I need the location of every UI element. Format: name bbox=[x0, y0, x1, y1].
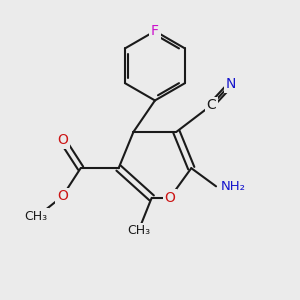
Text: F: F bbox=[151, 24, 159, 38]
Text: C: C bbox=[206, 98, 216, 112]
Text: O: O bbox=[164, 191, 175, 205]
Text: O: O bbox=[57, 189, 68, 203]
Text: CH₃: CH₃ bbox=[127, 224, 150, 237]
Text: O: O bbox=[57, 133, 68, 147]
Text: N: N bbox=[226, 77, 236, 91]
Text: NH₂: NH₂ bbox=[221, 180, 246, 193]
Text: CH₃: CH₃ bbox=[25, 209, 48, 223]
